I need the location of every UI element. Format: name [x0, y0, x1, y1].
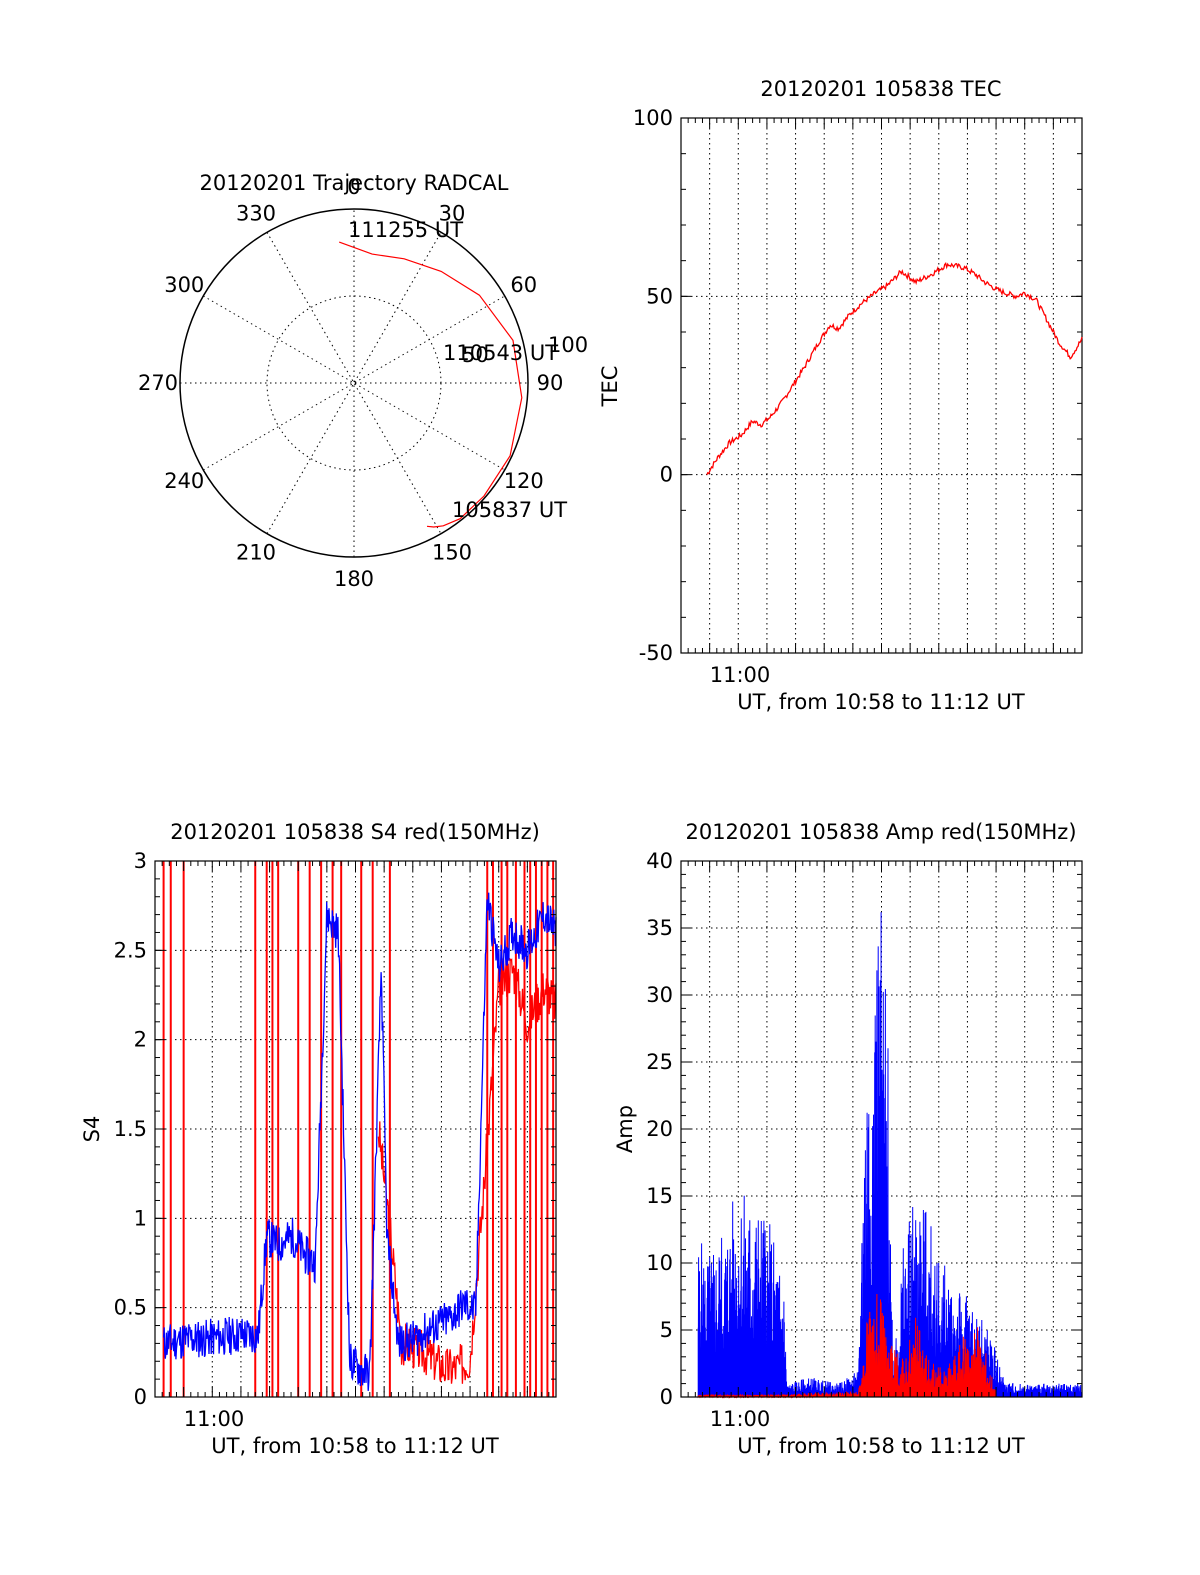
polar-spoke — [266, 232, 442, 534]
tec-y-ticks: 100 50 0 -50 — [633, 106, 1083, 665]
s4-ylabel: S4 — [80, 1116, 104, 1143]
y-tick-label: 20 — [646, 1117, 673, 1141]
polar-spoke — [203, 295, 505, 471]
polar-angle-labels: 0 30 60 90 120 150 180 210 240 270 300 330 — [138, 175, 563, 591]
y-tick-label: 5 — [660, 1318, 673, 1342]
amp-title: 20120201 105838 Amp red(150MHz) — [685, 820, 1076, 844]
s4-x-tick-label: 11:00 — [184, 1407, 245, 1431]
y-tick-label: 50 — [646, 284, 673, 308]
time-label-end: 111255 UT — [348, 218, 463, 242]
polar-angle-label: 330 — [236, 201, 276, 225]
polar-angle-label: 300 — [164, 273, 204, 297]
polar-spoke — [266, 232, 442, 534]
polar-angle-label: 90 — [537, 371, 564, 395]
amp-ylabel: Amp — [613, 1105, 637, 1153]
polar-angle-label: 270 — [138, 371, 178, 395]
tec-ylabel: TEC — [598, 366, 622, 408]
y-tick-label: 0.5 — [114, 1296, 147, 1320]
y-tick-label: 40 — [646, 849, 673, 873]
y-tick-label: 25 — [646, 1050, 673, 1074]
polar-angle-label: 210 — [236, 541, 276, 565]
polar-angle-label: 150 — [432, 541, 472, 565]
polar-angle-label: 0 — [347, 175, 360, 199]
radius-label-50: 50 — [462, 343, 489, 367]
polar-angle-label: 180 — [334, 567, 374, 591]
y-tick-label: 0 — [660, 1385, 673, 1409]
tec-grid — [681, 118, 1082, 653]
polar-spoke — [203, 295, 505, 471]
radius-label-100: 100 — [548, 333, 588, 357]
y-tick-label: -50 — [639, 641, 673, 665]
trajectory-track — [338, 241, 523, 528]
tec-series-line — [706, 262, 1083, 476]
time-label-start: 105837 UT — [452, 498, 567, 522]
y-tick-label: 35 — [646, 916, 673, 940]
polar-angle-label: 30 — [439, 201, 466, 225]
amp-y-ticks: 40 35 30 25 20 15 10 5 0 — [646, 849, 1083, 1409]
polar-inner-circle — [266, 295, 442, 471]
y-tick-label: 2.5 — [114, 938, 147, 962]
tec-xlabel: UT, from 10:58 to 11:12 UT — [737, 690, 1025, 714]
s4-blue-series-line — [162, 892, 557, 1391]
trajectory-polar-plot: 20120201 Trajectory RADCAL 0 30 60 90 120 150… — [138, 171, 588, 591]
s4-grid — [155, 861, 556, 1397]
y-tick-label: 15 — [646, 1184, 673, 1208]
y-tick-label: 30 — [646, 983, 673, 1007]
s4-xlabel: UT, from 10:58 to 11:12 UT — [211, 1434, 499, 1458]
polar-angle-label: 120 — [504, 469, 544, 493]
s4-y-ticks: 3 2.5 2 1.5 1 0.5 0 — [114, 849, 557, 1409]
y-tick-label: 3 — [134, 849, 147, 873]
amp-x-tick-label: 11:00 — [710, 1407, 771, 1431]
trajectory-title: 20120201 Trajectory RADCAL — [200, 171, 509, 195]
y-tick-label: 100 — [633, 106, 673, 130]
y-tick-label: 1.5 — [114, 1117, 147, 1141]
s4-plot: 20120201 105838 S4 red(150MHz) 3 2.5 2 1.5 1… — [80, 820, 557, 1458]
s4-red-series-line — [377, 957, 557, 1384]
s4-title: 20120201 105838 S4 red(150MHz) — [170, 820, 540, 844]
amp-xlabel: UT, from 10:58 to 11:12 UT — [737, 1434, 1025, 1458]
y-tick-label: 0 — [134, 1385, 147, 1409]
y-tick-label: 1 — [134, 1206, 147, 1230]
tec-plot: 20120201 105838 TEC 100 50 0 -50 11:00 UT, … — [598, 77, 1083, 714]
polar-angle-label: 240 — [164, 469, 204, 493]
amp-plot: 20120201 105838 Amp red(150MHz) 40 35 30 25… — [613, 820, 1083, 1458]
time-label-mid: 110543 UT — [443, 341, 558, 365]
y-tick-label: 0 — [660, 463, 673, 487]
tec-x-tick-label: 11:00 — [710, 663, 771, 687]
y-tick-label: 2 — [134, 1028, 147, 1052]
y-tick-label: 10 — [646, 1251, 673, 1275]
polar-spokes — [180, 209, 528, 557]
amp-blue-series — [697, 912, 1083, 1398]
polar-angle-label: 60 — [510, 273, 537, 297]
tec-title: 20120201 105838 TEC — [760, 77, 1001, 101]
